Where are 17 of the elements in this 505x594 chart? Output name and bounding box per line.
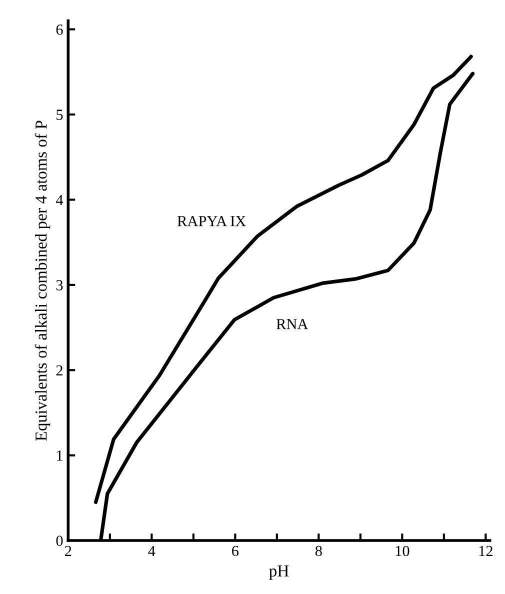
y-tick-label: 4 xyxy=(56,194,64,206)
x-tick-label: 8 xyxy=(315,546,322,556)
y-tick-label: 3 xyxy=(56,280,63,290)
y-tick-label: 2 xyxy=(56,365,62,376)
y-tick-label: 6 xyxy=(56,24,63,35)
x-axis-title: pH xyxy=(269,565,289,580)
x-tick-label: 10 xyxy=(396,546,410,556)
y-tick-label: 1 xyxy=(57,450,62,461)
series-label: RNA xyxy=(276,319,308,330)
x-tick-label: 4 xyxy=(148,546,156,556)
y-tick-label: 0 xyxy=(56,536,63,546)
y-tick-label: 5 xyxy=(56,110,63,120)
x-tick-label: 12 xyxy=(479,546,492,556)
x-tick-label: 6 xyxy=(232,546,239,556)
series-label: RAPYA IX xyxy=(177,216,246,226)
x-tick-label: 2 xyxy=(65,546,72,556)
y-axis-title: Equivalents of alkali combined per 4 atoms of P xyxy=(34,120,50,441)
